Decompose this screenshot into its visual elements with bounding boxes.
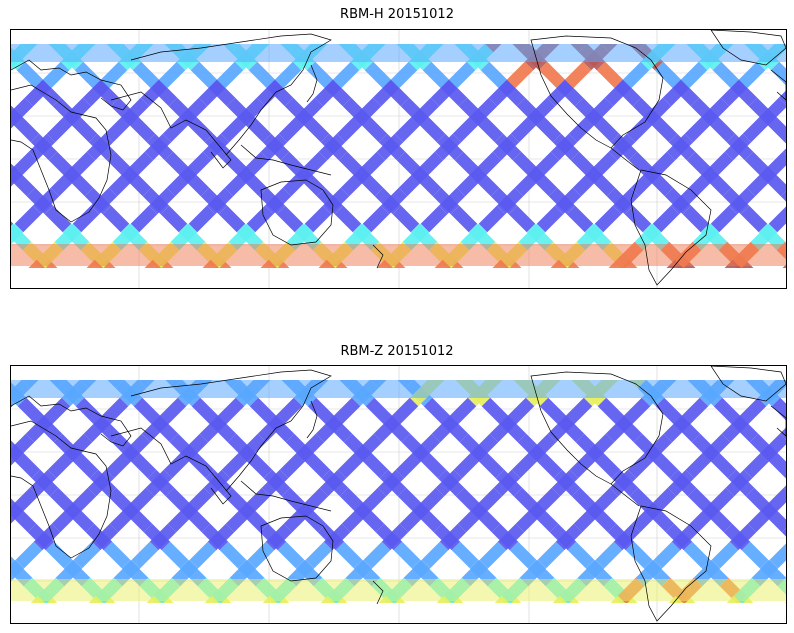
swath-group [11, 44, 786, 268]
panel-rbm-h: RBM-H 20151012 [0, 0, 794, 300]
panel-title: RBM-H 20151012 [340, 7, 454, 22]
satellite-swath-map [11, 366, 786, 623]
map-frame [10, 365, 787, 624]
panel-title: RBM-Z 20151012 [340, 344, 454, 359]
coastlines [11, 366, 786, 622]
swath-group [11, 380, 786, 603]
map-frame [10, 29, 787, 289]
satellite-swath-map [11, 30, 786, 288]
panel-rbm-z: RBM-Z 20151012 [0, 336, 794, 633]
coastlines [11, 30, 786, 286]
